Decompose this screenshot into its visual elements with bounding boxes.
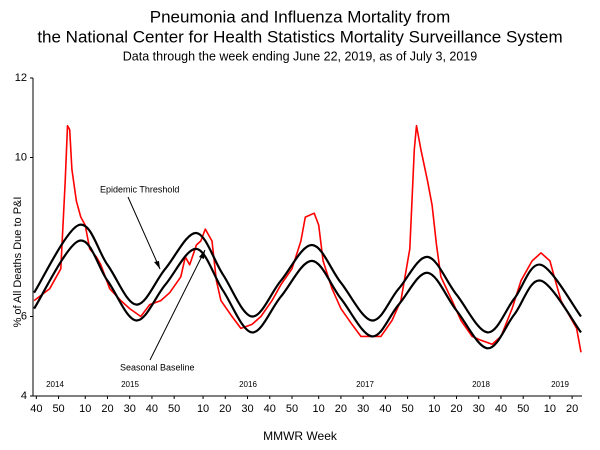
y-tick-label: 12	[15, 72, 27, 84]
year-label: 2017	[356, 380, 374, 389]
x-tick-label: 40	[146, 403, 158, 415]
x-tick-label: 10	[79, 403, 91, 415]
chart-title: Pneumonia and Influenza Mortality from	[150, 7, 451, 26]
year-label: 2016	[239, 380, 257, 389]
year-label: 2015	[121, 380, 139, 389]
x-tick-label: 10	[544, 403, 556, 415]
x-tick-label: 50	[52, 403, 64, 415]
y-tick-label: 10	[15, 151, 27, 163]
annotation-arrow	[127, 196, 161, 270]
x-tick-label: 40	[264, 403, 276, 415]
series-line	[33, 223, 582, 334]
x-tick-label: 40	[379, 403, 391, 415]
x-tick-label: 30	[357, 403, 369, 415]
x-axis-label: MMWR Week	[263, 429, 338, 443]
year-label: 2014	[46, 380, 64, 389]
x-tick-label: 20	[566, 403, 578, 415]
annotation: Epidemic Threshold	[100, 184, 179, 194]
year-label: 2018	[472, 380, 490, 389]
x-tick-label: 10	[428, 403, 440, 415]
x-tick-label: 50	[286, 403, 298, 415]
x-tick-label: 50	[517, 403, 529, 415]
annotation-arrowhead	[154, 261, 160, 269]
plot-area	[33, 124, 582, 353]
y-tick-label: 6	[21, 310, 27, 322]
annotation: Seasonal Baseline	[120, 362, 195, 372]
x-tick-label: 20	[335, 403, 347, 415]
x-tick-label: 10	[313, 403, 325, 415]
series-line	[33, 124, 582, 353]
x-tick-label: 30	[241, 403, 253, 415]
annotation-arrow	[149, 249, 206, 361]
x-tick-label: 40	[495, 403, 507, 415]
x-tick-label: 50	[168, 403, 180, 415]
x-tick-label: 30	[124, 403, 136, 415]
series-line	[33, 239, 582, 350]
x-tick-label: 50	[401, 403, 413, 415]
y-tick-label: 4	[21, 390, 27, 402]
x-tick-label: 20	[219, 403, 231, 415]
x-tick-label: 20	[450, 403, 462, 415]
x-tick-label: 40	[30, 403, 42, 415]
chart-title: the National Center for Health Statistic…	[37, 27, 562, 46]
x-tick-label: 20	[101, 403, 113, 415]
annotation-arrowhead	[199, 250, 205, 259]
x-tick-label: 30	[473, 403, 485, 415]
y-axis-label: % of All Deaths Due to P&I	[12, 197, 24, 328]
chart-subtitle: Data through the week ending June 22, 20…	[123, 49, 477, 63]
x-tick-label: 10	[197, 403, 209, 415]
year-label: 2019	[551, 380, 569, 389]
